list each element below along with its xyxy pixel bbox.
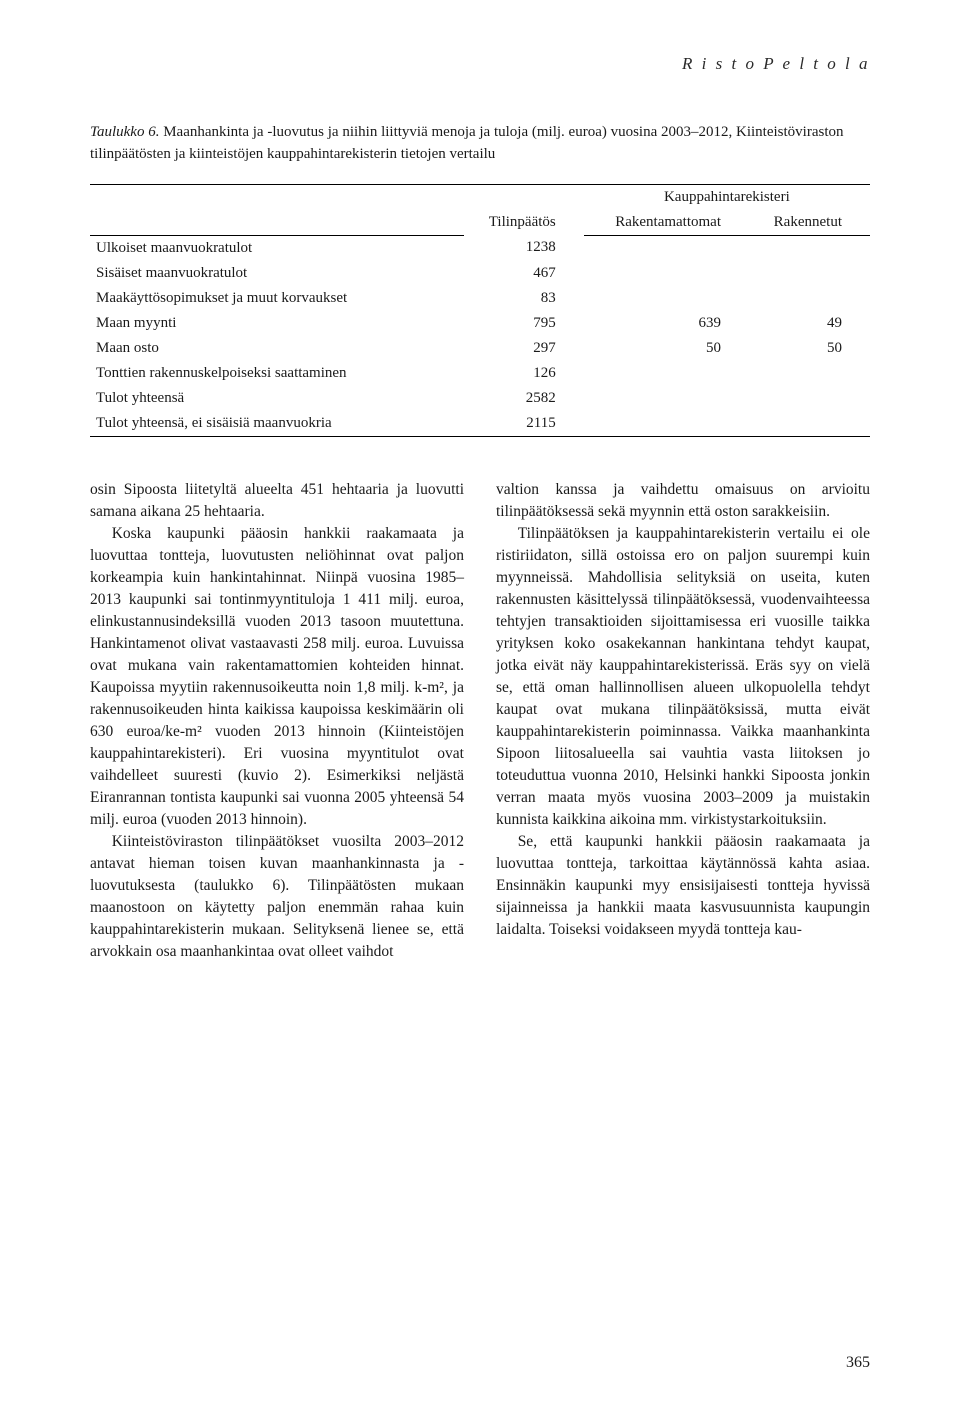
- cell-value: 297: [464, 336, 583, 361]
- para: Tilinpäätöksen ja kauppahintarekisterin …: [496, 523, 870, 831]
- cell-value: 83: [464, 286, 583, 311]
- cell-label: Ulkoiset maanvuokratulot: [90, 235, 464, 261]
- right-column: valtion kanssa ja vaihdettu omaisuus on …: [496, 479, 870, 963]
- para: Kiinteistöviraston tilinpäätökset vuosil…: [90, 831, 464, 963]
- cell-value: 2115: [464, 411, 583, 437]
- cell-value: 795: [464, 311, 583, 336]
- para: valtion kanssa ja vaihdettu omaisuus on …: [496, 479, 870, 523]
- cell-value: [584, 286, 749, 311]
- cell-value: 50: [584, 336, 749, 361]
- cell-label: Maan myynti: [90, 311, 464, 336]
- cell-value: 50: [749, 336, 870, 361]
- th-kauppahintarekisteri: Kauppahintarekisteri: [584, 184, 870, 210]
- cell-label: Sisäiset maanvuokratulot: [90, 261, 464, 286]
- cell-label: Maakäyttösopimukset ja muut korvaukset: [90, 286, 464, 311]
- table-body: Ulkoiset maanvuokratulot 1238 Sisäiset m…: [90, 235, 870, 436]
- cell-value: 126: [464, 361, 583, 386]
- th-empty: [90, 184, 464, 210]
- cell-label: Tonttien rakennuskelpoiseksi saattaminen: [90, 361, 464, 386]
- table-caption-text: Maanhankinta ja -luovutus ja niihin liit…: [90, 124, 844, 162]
- cell-value: [749, 286, 870, 311]
- para: Koska kaupunki pääosin hankkii raakamaat…: [90, 523, 464, 831]
- table-row: Maan myynti 795 639 49: [90, 311, 870, 336]
- cell-value: [749, 411, 870, 437]
- para: Se, että kaupunki hankkii pääosin raakam…: [496, 831, 870, 941]
- running-head: R i s t o P e l t o l a: [90, 54, 870, 74]
- left-column: osin Sipoosta liitetyltä alueelta 451 he…: [90, 479, 464, 963]
- cell-value: [749, 361, 870, 386]
- cell-label: Maan osto: [90, 336, 464, 361]
- th-rakentamattomat: Rakentamattomat: [584, 210, 749, 236]
- cell-value: [584, 386, 749, 411]
- table-row: Sisäiset maanvuokratulot 467: [90, 261, 870, 286]
- data-table: Tilinpäätös Kauppahintarekisteri Rakenta…: [90, 184, 870, 437]
- cell-value: [584, 261, 749, 286]
- cell-value: [584, 411, 749, 437]
- th-rakennetut: Rakennetut: [749, 210, 870, 236]
- table-row: Ulkoiset maanvuokratulot 1238: [90, 235, 870, 261]
- cell-value: [749, 235, 870, 261]
- cell-value: 49: [749, 311, 870, 336]
- cell-value: 639: [584, 311, 749, 336]
- body-columns: osin Sipoosta liitetyltä alueelta 451 he…: [90, 479, 870, 963]
- cell-value: 467: [464, 261, 583, 286]
- cell-label: Tulot yhteensä, ei sisäisiä maanvuokria: [90, 411, 464, 437]
- cell-value: [749, 261, 870, 286]
- table-row: Maan osto 297 50 50: [90, 336, 870, 361]
- th-tilinpaatos: Tilinpäätös: [464, 184, 583, 235]
- cell-value: [584, 235, 749, 261]
- page-number: 365: [846, 1354, 870, 1372]
- table-label: Taulukko 6.: [90, 124, 159, 140]
- para: osin Sipoosta liitetyltä alueelta 451 he…: [90, 479, 464, 523]
- cell-value: 2582: [464, 386, 583, 411]
- cell-value: [749, 386, 870, 411]
- table-row: Tonttien rakennuskelpoiseksi saattaminen…: [90, 361, 870, 386]
- cell-value: [584, 361, 749, 386]
- cell-label: Tulot yhteensä: [90, 386, 464, 411]
- table-row: Tulot yhteensä 2582: [90, 386, 870, 411]
- table-caption: Taulukko 6. Maanhankinta ja -luovutus ja…: [90, 122, 870, 166]
- table-row: Maakäyttösopimukset ja muut korvaukset 8…: [90, 286, 870, 311]
- cell-value: 1238: [464, 235, 583, 261]
- th-empty2: [90, 210, 464, 236]
- table-row: Tulot yhteensä, ei sisäisiä maanvuokria …: [90, 411, 870, 437]
